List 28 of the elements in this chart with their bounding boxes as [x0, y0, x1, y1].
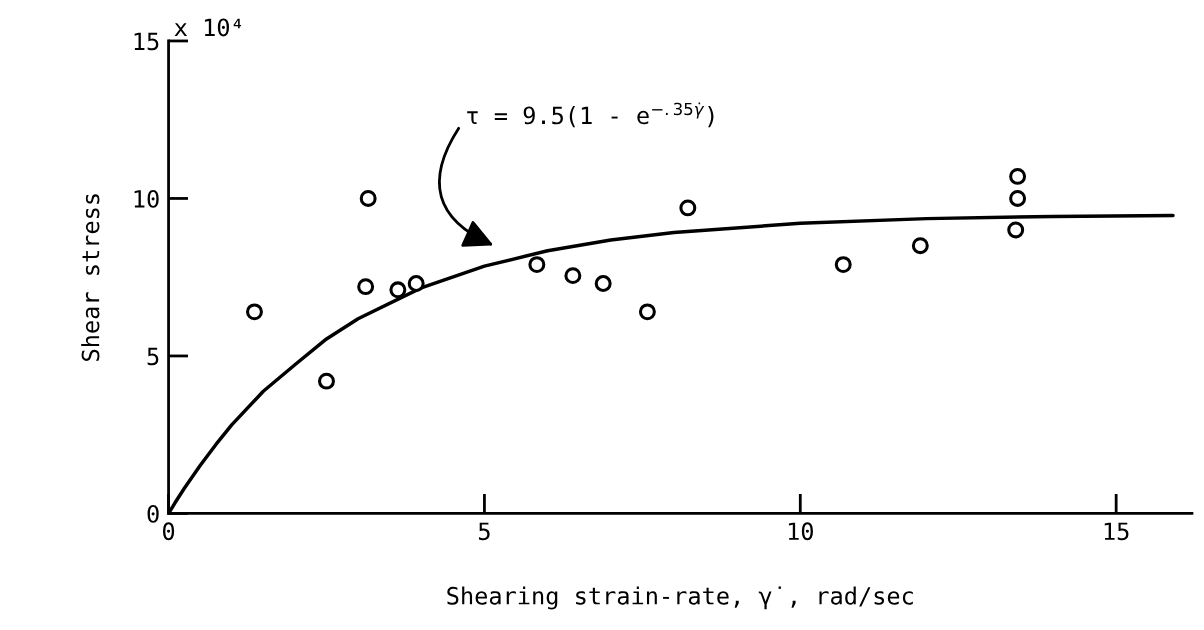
y-tick-label: 5	[147, 347, 159, 366]
point	[246, 303, 263, 321]
point	[389, 281, 407, 299]
y-tick-label: 0	[147, 504, 159, 523]
point	[318, 372, 335, 390]
x-tick-label: 5	[478, 522, 490, 541]
point	[594, 275, 612, 292]
x-axis-title: Shearing strain-rate, γ̇, rad/sec	[447, 586, 913, 610]
point	[407, 275, 425, 292]
point	[1009, 189, 1027, 207]
point	[359, 189, 377, 207]
y-axis-title: Shear stress	[81, 194, 100, 361]
point	[834, 256, 852, 274]
point	[679, 199, 697, 217]
point	[638, 303, 656, 321]
y-tick-label: 15	[134, 32, 159, 51]
point	[564, 267, 582, 285]
x-tick-label: 0	[162, 522, 175, 541]
text: x 10⁴	[174, 18, 242, 37]
x-tick-label: 10	[788, 522, 813, 541]
point	[357, 278, 375, 296]
annotation: τ = 9.5(1 - e$^{−.35γ̇}$)	[467, 102, 714, 128]
point	[911, 237, 929, 255]
y-tick-label: 10	[134, 189, 159, 208]
x-tick-label: 15	[1104, 522, 1129, 541]
point	[1007, 221, 1025, 239]
point	[1009, 167, 1027, 185]
point	[528, 256, 546, 274]
